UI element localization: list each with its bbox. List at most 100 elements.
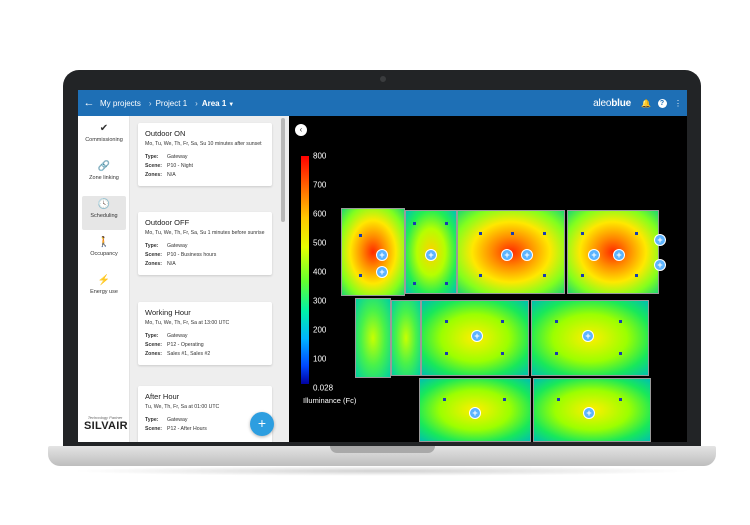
luminaire-marker[interactable]: +	[654, 234, 666, 246]
nav-item-label: Occupancy	[90, 251, 118, 257]
partner-name: SILVAIR	[84, 420, 128, 432]
nav-item-scheduling[interactable]: 🕓 Scheduling	[82, 196, 126, 230]
lightning-icon: ⚡	[97, 275, 111, 286]
luminaire-marker[interactable]: +	[501, 249, 513, 261]
field-key: Scene:	[145, 342, 163, 348]
room-heatmap	[341, 208, 405, 296]
breadcrumb-my-projects[interactable]: My projects	[100, 98, 141, 108]
sensor-dot	[635, 232, 638, 235]
nav-item-label: Commissioning	[85, 137, 123, 143]
luminaire-marker[interactable]: +	[471, 330, 483, 342]
room-heatmap	[355, 298, 391, 378]
scale-tick-label: 200	[313, 325, 327, 335]
luminaire-marker[interactable]: +	[654, 259, 666, 271]
nav-item-label: Scheduling	[90, 213, 118, 219]
field-value: Sales #1, Sales #2	[167, 351, 211, 357]
list-scrollbar[interactable]	[281, 118, 285, 222]
scale-tick-label: 500	[313, 238, 327, 248]
scale-tick-label: 0.028	[313, 383, 334, 393]
sensor-dot	[555, 352, 558, 355]
more-vert-icon[interactable]: ⋮	[674, 98, 682, 108]
field-value: N/A	[167, 261, 176, 267]
illuminance-map[interactable]: ‹ 800 700 600 500 400 300 200 100 0.028 …	[289, 116, 687, 442]
luminaire-marker[interactable]: +	[583, 407, 595, 419]
sensor-dot	[557, 398, 560, 401]
breadcrumb-project[interactable]: Project 1	[155, 98, 188, 108]
room-heatmap	[391, 300, 421, 376]
field-value: P12 - Operating	[167, 342, 204, 348]
sensor-dot	[443, 398, 446, 401]
luminaire-marker[interactable]: +	[469, 407, 481, 419]
schedule-title: Working Hour	[145, 308, 191, 317]
help-icon[interactable]: ?	[655, 98, 669, 108]
sensor-dot	[543, 232, 546, 235]
luminaire-marker[interactable]: +	[521, 249, 533, 261]
field-value: Gateway	[167, 333, 188, 339]
sensor-dot	[501, 320, 504, 323]
schedule-card[interactable]: Working Hour Mo, Tu, We, Th, Fr, Sa at 1…	[138, 302, 272, 365]
field-key: Scene:	[145, 163, 163, 169]
breadcrumb-area-dropdown[interactable]: Area 1 ▼	[202, 99, 234, 108]
check-circle-icon: ✔	[99, 123, 109, 134]
schedule-list[interactable]: Outdoor ON Mo, Tu, We, Th, Fr, Sa, Su 10…	[130, 116, 289, 442]
sensor-dot	[619, 320, 622, 323]
schedule-card[interactable]: Outdoor ON Mo, Tu, We, Th, Fr, Sa, Su 10…	[138, 123, 272, 186]
luminaire-marker[interactable]: +	[376, 266, 388, 278]
clock-icon: 🕓	[97, 199, 111, 210]
field-key: Zones:	[145, 172, 163, 178]
sensor-dot	[619, 352, 622, 355]
luminaire-marker[interactable]: +	[376, 249, 388, 261]
sensor-dot	[501, 352, 504, 355]
collapse-panel-icon[interactable]: ‹	[295, 124, 307, 136]
nav-item-occupancy[interactable]: 🚶 Occupancy	[82, 234, 126, 268]
app-screen: ← My projects › Project 1 › Area 1 ▼ aleo…	[78, 90, 687, 442]
sensor-dot	[413, 222, 416, 225]
field-key: Type:	[145, 243, 159, 249]
sensor-dot	[413, 282, 416, 285]
nav-item-zone-linking[interactable]: 🔗 Zone linking	[82, 158, 126, 192]
add-schedule-button[interactable]: +	[250, 412, 274, 436]
chevron-right-icon: ›	[195, 98, 198, 108]
scale-tick-label: 700	[313, 180, 327, 190]
logo-bold-text: blue	[611, 97, 631, 109]
aleoblue-logo: aleoblue	[593, 98, 631, 109]
app-header: ← My projects › Project 1 › Area 1 ▼ aleo…	[78, 90, 687, 116]
bell-icon[interactable]: 🔔	[641, 98, 651, 108]
nav-item-commissioning[interactable]: ✔ Commissioning	[82, 120, 126, 154]
person-walking-icon: 🚶	[97, 237, 111, 248]
schedule-title: Outdoor ON	[145, 129, 186, 138]
field-key: Scene:	[145, 252, 163, 258]
sensor-dot	[359, 274, 362, 277]
luminaire-marker[interactable]: +	[582, 330, 594, 342]
schedule-card[interactable]: After Hour Tu, We, Th, Fr, Sa at 01:00 U…	[138, 386, 272, 442]
schedule-title: Outdoor OFF	[145, 218, 190, 227]
nav-item-energy-use[interactable]: ⚡ Energy use	[82, 272, 126, 306]
back-arrow-icon[interactable]: ←	[83, 97, 95, 109]
schedule-description: Mo, Tu, We, Th, Fr, Sa at 13:00 UTC	[145, 320, 230, 326]
scale-tick-label: 600	[313, 209, 327, 219]
sensor-dot	[359, 234, 362, 237]
luminaire-marker[interactable]: +	[613, 249, 625, 261]
sensor-dot	[445, 320, 448, 323]
scale-tick-label: 300	[313, 296, 327, 306]
schedule-card[interactable]: Outdoor OFF Mo, Tu, We, Th, Fr, Sa, Su 1…	[138, 212, 272, 275]
sensor-dot	[445, 352, 448, 355]
luminaire-marker[interactable]: +	[588, 249, 600, 261]
field-key: Scene:	[145, 426, 163, 432]
nav-item-label: Zone linking	[89, 175, 119, 181]
sensor-dot	[581, 274, 584, 277]
illuminance-color-scale	[301, 156, 309, 384]
laptop-notch	[330, 446, 435, 453]
schedule-description: Mo, Tu, We, Th, Fr, Sa, Su 10 minutes af…	[145, 141, 262, 147]
field-value: Gateway	[167, 417, 188, 423]
nav-item-label: Energy use	[90, 289, 118, 295]
field-key: Type:	[145, 154, 159, 160]
logo-light-text: aleo	[593, 97, 612, 109]
sensor-dot	[543, 274, 546, 277]
luminaire-marker[interactable]: +	[425, 249, 437, 261]
scale-tick-label: 800	[313, 151, 327, 161]
field-key: Zones:	[145, 261, 163, 267]
field-value: Gateway	[167, 243, 188, 249]
field-value: P10 - Business hours	[167, 252, 217, 258]
